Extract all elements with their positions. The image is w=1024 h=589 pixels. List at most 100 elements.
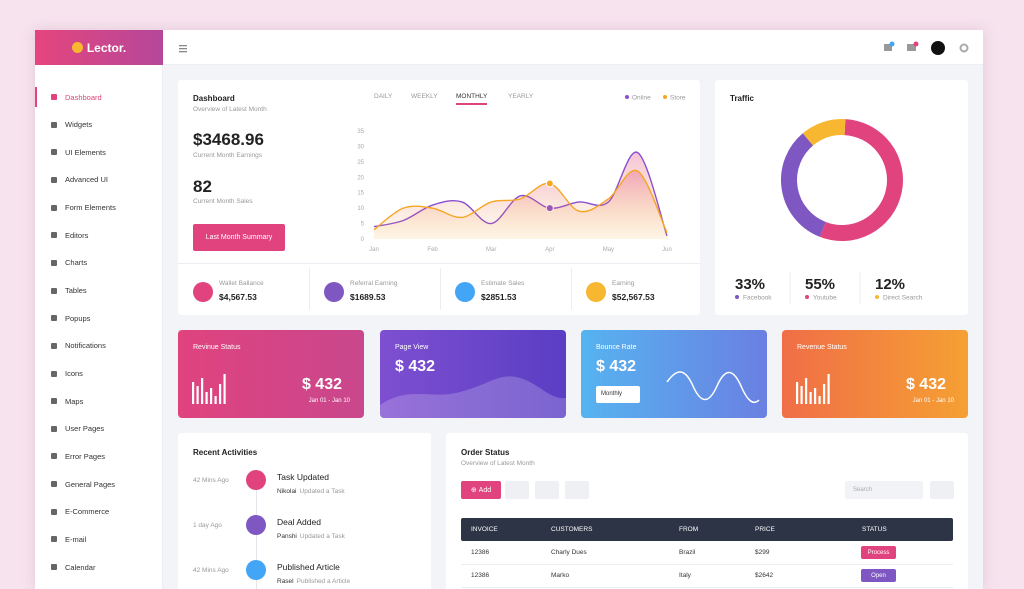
wave xyxy=(666,371,760,404)
nav-item[interactable]: Form Elements xyxy=(35,198,163,218)
mini-bar xyxy=(800,386,803,404)
status-badge: Process xyxy=(861,546,896,559)
activity-icon xyxy=(246,560,266,580)
mini-bar xyxy=(214,396,217,404)
nav-label: E-Commerce xyxy=(65,507,110,517)
mini-bar xyxy=(827,374,830,404)
avatar[interactable] xyxy=(931,41,945,55)
mini-bar xyxy=(818,396,821,404)
nav-item[interactable]: Tables xyxy=(35,281,163,301)
nav-item[interactable]: Editors xyxy=(35,225,163,245)
divider xyxy=(178,263,700,264)
settings-icon[interactable] xyxy=(959,43,969,53)
nav-item[interactable]: Maps xyxy=(35,391,163,411)
y-tick-label: 15 xyxy=(357,191,364,197)
x-tick-label: Feb xyxy=(427,247,438,253)
x-tick-label: May xyxy=(603,247,614,253)
search-input[interactable]: Search xyxy=(845,481,923,499)
nav-item[interactable]: General Pages xyxy=(35,474,163,494)
summary-button[interactable]: Last Month Summary xyxy=(193,224,285,251)
legend-dot xyxy=(805,295,809,299)
nav-item[interactable]: Charts xyxy=(35,253,163,273)
legend-label: Direct Search xyxy=(883,295,923,302)
nav-item[interactable]: E-Commerce xyxy=(35,502,163,522)
tab[interactable]: WEEKLY xyxy=(411,93,438,100)
stat-label: Estimate Sales xyxy=(481,280,525,287)
y-tick-label: 0 xyxy=(361,237,365,243)
logo[interactable]: Lector. xyxy=(35,30,163,65)
value-label: 55% xyxy=(805,276,835,293)
menu-icon[interactable] xyxy=(179,45,187,53)
nav-item[interactable]: User Pages xyxy=(35,419,163,439)
donut-segment xyxy=(819,119,903,241)
tab[interactable]: MONTHLY xyxy=(456,93,488,105)
wave-line xyxy=(666,371,760,404)
nav-label: Icons xyxy=(65,369,83,378)
x-tick-label: Mar xyxy=(486,247,496,253)
print-button[interactable] xyxy=(930,481,954,499)
stat-icon xyxy=(324,282,344,302)
stat-value: $4,567.53 xyxy=(219,292,257,302)
notification-icon[interactable] xyxy=(884,44,892,51)
nav-label: Form Elements xyxy=(65,203,116,213)
card-date: Jan 01 - Jan 10 xyxy=(912,398,954,404)
nav-icon xyxy=(51,259,57,266)
delete-button[interactable] xyxy=(535,481,559,499)
print-button[interactable] xyxy=(565,481,589,499)
nav-item[interactable]: Popups xyxy=(35,308,163,328)
nav-label: Notifications xyxy=(65,341,106,351)
donut-segment xyxy=(781,133,827,237)
wave xyxy=(380,376,566,418)
settings-button[interactable] xyxy=(505,481,529,499)
topbar-icons xyxy=(179,41,969,55)
mini-bar xyxy=(796,382,799,404)
card-title: Recent Activities xyxy=(193,448,258,457)
mini-bar xyxy=(823,384,826,404)
nav-item[interactable]: Dashboard xyxy=(35,87,163,107)
stat-label: Referral Earning xyxy=(350,280,398,287)
stat-icon xyxy=(193,282,213,302)
card-title: Bounce Rate xyxy=(596,344,637,351)
nav-item[interactable]: Widgets xyxy=(35,115,163,135)
card-title: Revenue Status xyxy=(797,344,847,351)
stat-value: $52,567.53 xyxy=(612,292,655,302)
nav-label: Editors xyxy=(65,230,89,240)
table-cell: Italy xyxy=(679,572,691,579)
status-card: Bounce Rate $ 432 Monthly xyxy=(581,330,767,418)
legend-label: Store xyxy=(670,95,686,102)
tab[interactable]: YEARLY xyxy=(508,93,534,100)
card-title: Traffic xyxy=(730,94,755,103)
nav-icon xyxy=(51,425,57,432)
card-title: Order Status xyxy=(461,448,510,457)
area-fill xyxy=(374,170,667,239)
nav-item[interactable]: Error Pages xyxy=(35,446,163,466)
add-button[interactable]: ⊕ Add xyxy=(461,481,501,499)
sales: 82 xyxy=(193,177,212,196)
nav-item[interactable]: Notifications xyxy=(35,336,163,356)
status-card: Revenue Status $ 432 Jan 01 - Jan 10 xyxy=(782,330,968,418)
nav-label: Advanced UI xyxy=(65,175,108,185)
activity-icon xyxy=(246,470,266,490)
activity-title: Published Article xyxy=(277,562,340,572)
nav-item[interactable]: Advanced UI xyxy=(35,170,163,190)
orders-card xyxy=(446,433,968,589)
nav-item[interactable]: Icons xyxy=(35,364,163,384)
legend-dot xyxy=(735,295,739,299)
mini-bar xyxy=(809,392,812,404)
nav-item[interactable]: UI Elements xyxy=(35,142,163,162)
sales-label: Current Month Sales xyxy=(193,198,253,205)
y-tick-label: 20 xyxy=(357,175,364,181)
tab[interactable]: DAILY xyxy=(374,93,393,100)
nav-icon xyxy=(51,149,57,156)
card-title: Page View xyxy=(395,344,429,351)
nav-icon xyxy=(51,287,57,294)
nav-item[interactable]: Calendar xyxy=(35,557,163,577)
column-header: FROM xyxy=(679,526,699,533)
y-tick-label: 35 xyxy=(357,129,364,135)
value-label: 12% xyxy=(875,276,905,293)
mail-icon[interactable] xyxy=(907,44,916,51)
nav-label: E-mail xyxy=(65,534,87,544)
stat-label: Wallet Ballance xyxy=(219,280,264,287)
nav-item[interactable]: E-mail xyxy=(35,529,163,549)
stat-value: $2851.53 xyxy=(481,292,517,302)
